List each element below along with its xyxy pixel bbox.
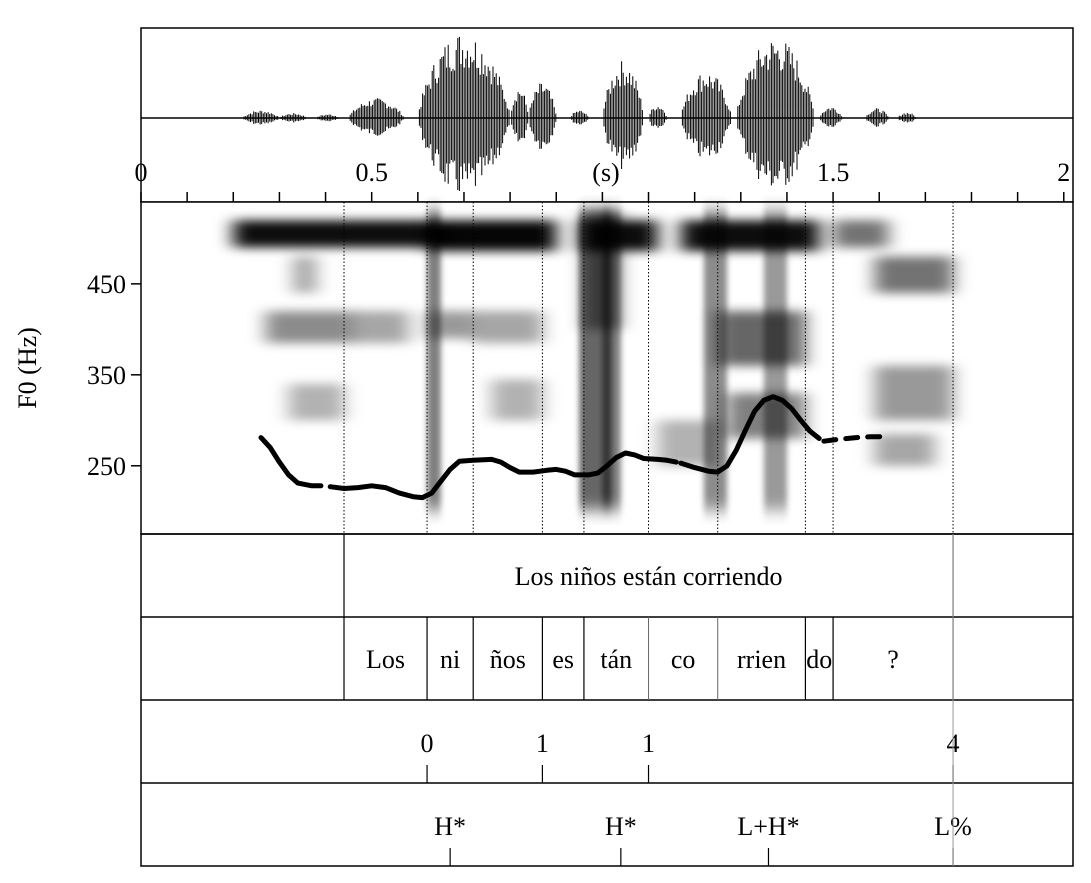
time-axis-tick-label: 1.5	[817, 158, 850, 187]
f0-axis-ticks	[131, 283, 141, 467]
time-axis-tick-labels: 0 0.5 1.5 2	[135, 158, 1071, 187]
tier-label: Los niños están corriendo	[515, 562, 783, 591]
f0-axis-tick-label: 350	[87, 361, 126, 390]
tier-point-label: H*	[434, 812, 466, 841]
tier-point-label: 1	[642, 729, 655, 758]
spectrogram-voicing-striations	[427, 210, 787, 510]
tier-label: ni	[440, 645, 460, 674]
tier-label: rrien	[737, 645, 786, 674]
waveform-trace	[243, 36, 916, 191]
time-axis-label: (s)	[592, 158, 619, 187]
tier-label: tán	[600, 645, 632, 674]
spectrogram-panel: 250 350 450 F0 (Hz)	[13, 201, 1074, 535]
tier-point-label: 0	[421, 729, 434, 758]
spectrogram-striation	[602, 210, 621, 510]
f0-contour-segment	[821, 434, 887, 444]
spectrogram-energy	[427, 220, 557, 252]
f0-contour-segment	[327, 450, 679, 501]
f0-axis-label: F0 (Hz)	[13, 327, 42, 409]
tier-label: es	[552, 645, 574, 674]
spectrogram-energy	[265, 311, 354, 343]
tier-label: ?	[887, 645, 899, 674]
f0-axis-tick-label: 250	[87, 452, 126, 481]
tier-point-label: H*	[605, 812, 637, 841]
f0-contour	[258, 394, 887, 501]
spectrogram-energy	[874, 365, 954, 421]
tier-label: ños	[490, 645, 526, 674]
spectrogram-energy	[833, 220, 889, 248]
spectrogram-energy	[473, 311, 543, 343]
waveform-panel: 0 0.5 1.5 2 (s)	[135, 27, 1074, 203]
tier-marks: Los niños están corriendo Los ni ños es tán co…	[343, 534, 972, 866]
spectrogram-energy	[874, 433, 935, 466]
time-axis-tick-label: 0.5	[355, 158, 388, 187]
spectrogram-energy	[491, 379, 543, 421]
f0-axis-tick-labels: 250 350 450	[87, 270, 126, 481]
spectrogram-energy	[233, 220, 446, 248]
spectrogram-striation	[427, 210, 441, 510]
annotation-tiers: Los niños están corriendo Los ni ños es tán co…	[140, 533, 1074, 867]
waveform	[243, 36, 916, 191]
spectrogram-energy	[293, 256, 317, 293]
spectrogram-energy	[874, 256, 954, 293]
spectrogram-striation	[703, 210, 727, 510]
time-axis-tick-label: 2	[1057, 158, 1070, 187]
spectrogram-energy	[288, 383, 345, 421]
f0-contour-segment	[678, 394, 822, 475]
f0-contour-segment	[258, 435, 324, 489]
tier-label: co	[671, 645, 696, 674]
syllable-boundary-lines	[343, 202, 954, 534]
time-axis-tick-label: 0	[135, 158, 148, 187]
tier-label: do	[806, 645, 832, 674]
tier-label: Los	[366, 645, 405, 674]
spectrogram-energy	[680, 220, 820, 252]
spectrogram-striation	[763, 210, 787, 510]
time-axis-ticks	[140, 192, 1065, 202]
tier-point-label: L+H*	[737, 812, 799, 841]
f0-axis-tick-label: 450	[87, 270, 126, 299]
tier-point-label: 1	[536, 729, 549, 758]
spectrogram-energy	[717, 311, 806, 366]
spectrogram-energy	[353, 311, 409, 343]
